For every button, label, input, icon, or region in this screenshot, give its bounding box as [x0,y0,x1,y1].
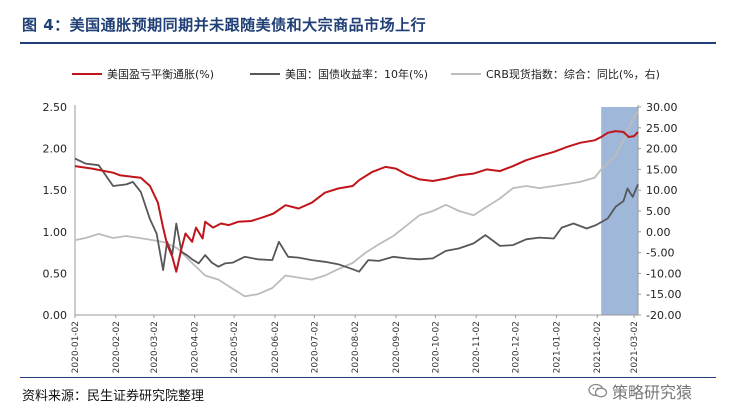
right-axis-tick-label: 25.00 [646,122,678,135]
left-axis-tick-label: 2.00 [43,143,68,156]
x-axis-tick-label: 2020-01-02 [71,321,81,373]
legend-label-3: CRB现货指数：综合：同比(%，右) [486,67,660,81]
left-axis-ticks: 0.00 0.50 1.00 1.50 2.00 2.50 [43,101,638,322]
watermark-text: 策略研究猿 [612,383,693,402]
source-note: 资料来源：民生证券研究院整理 [22,389,205,404]
series-line-2 [74,157,639,273]
x-axis-tick-label: 2020-08-02 [351,321,361,373]
title-divider [20,42,716,44]
left-axis-tick-label: 1.50 [43,184,68,197]
highlight-layer [601,107,638,315]
left-axis-tick-label: 2.50 [43,101,68,114]
right-axis-tick-label: 15.00 [646,163,678,176]
right-axis-tick-label: 10.00 [646,184,678,197]
highlight-band [601,107,638,315]
figure-title: 图 4：美国通胀预期同期并未跟随美债和大宗商品市场上行 [22,16,427,34]
x-axis-tick-label: 2020-09-02 [392,321,402,373]
legend-label-2: 美国：国债收益率：10年(%) [285,67,428,81]
right-axis-ticks: -20.00 -15.00 -10.00 -5.00 0.00 5.00 10.00 15.0… [637,101,681,322]
watermark: 策略研究猿 [588,379,692,403]
x-axis-tick-label: 2020-05-02 [230,321,240,373]
right-axis-tick-label: -20.00 [646,309,681,322]
chart: 0.00 0.50 1.00 1.50 2.00 2.50 -20.00 -15.00 -10… [43,67,682,373]
x-axis-tick-label: 2021-01-02 [552,321,562,373]
right-axis-tick-label: -5.00 [646,247,674,260]
right-axis-tick-label: 5.00 [646,205,671,218]
x-axis-tick-label: 2020-06-02 [271,321,281,373]
x-axis-tick-label: 2020-07-02 [310,321,320,373]
x-axis-tick-label: 2020-04-02 [191,321,201,373]
series-line-1 [74,130,639,273]
legend-label-1: 美国盈亏平衡通胀(%) [107,68,214,81]
x-axis-tick-label: 2021-02-02 [593,321,603,373]
x-axis-tick-label: 2020-11-02 [472,321,482,373]
x-axis-ticks: 2020-01-02 2020-02-02 2020-03-02 2020-04-02… [71,315,640,373]
x-axis-tick-label: 2020-10-02 [431,321,441,373]
x-axis-tick-label: 2021-03-02 [630,321,640,373]
right-axis-tick-label: -15.00 [646,288,681,301]
wechat-icon [588,383,608,398]
series-line-3 [74,110,639,298]
x-axis-tick-label: 2020-12-02 [512,321,522,373]
series-layer [74,110,639,298]
footer-divider [20,377,716,378]
left-axis-tick-label: 1.00 [43,226,68,239]
legend: 美国盈亏平衡通胀(%) 美国：国债收益率：10年(%) CRB现货指数：综合：同比(… [72,67,660,81]
x-axis-tick-label: 2020-02-02 [112,321,122,373]
left-axis-tick-label: 0.50 [43,267,68,280]
x-axis-tick-label: 2020-03-02 [150,321,160,373]
right-axis-tick-label: 20.00 [646,143,678,156]
right-axis-tick-label: 30.00 [646,101,678,114]
right-axis-tick-label: 0.00 [646,226,671,239]
left-axis-tick-label: 0.00 [43,309,68,322]
right-axis-tick-label: -10.00 [646,267,681,280]
